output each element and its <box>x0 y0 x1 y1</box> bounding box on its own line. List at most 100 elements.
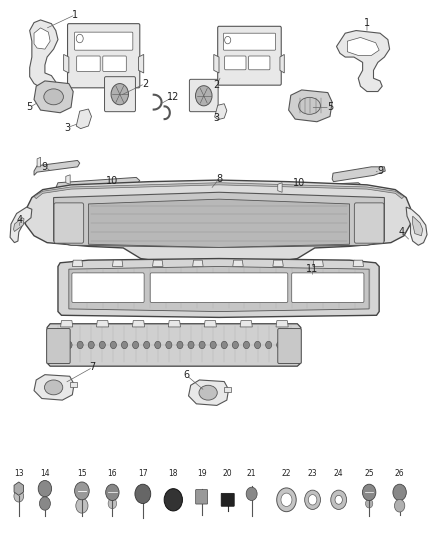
Text: 18: 18 <box>169 470 178 478</box>
Polygon shape <box>64 54 69 73</box>
Circle shape <box>308 495 317 505</box>
Circle shape <box>76 34 83 43</box>
Text: 23: 23 <box>308 470 318 478</box>
Polygon shape <box>113 260 123 266</box>
Circle shape <box>38 480 52 497</box>
Polygon shape <box>413 216 423 236</box>
FancyBboxPatch shape <box>292 273 364 303</box>
Circle shape <box>277 341 283 349</box>
Polygon shape <box>332 167 385 182</box>
Text: 14: 14 <box>40 470 50 478</box>
Circle shape <box>135 484 151 504</box>
Polygon shape <box>347 37 379 55</box>
Circle shape <box>199 341 205 349</box>
Circle shape <box>166 341 172 349</box>
Circle shape <box>277 488 296 512</box>
FancyBboxPatch shape <box>189 79 218 112</box>
Text: 20: 20 <box>223 470 233 478</box>
FancyBboxPatch shape <box>105 77 135 112</box>
Text: 2: 2 <box>214 80 220 90</box>
Polygon shape <box>204 320 216 327</box>
Ellipse shape <box>45 380 63 395</box>
Circle shape <box>108 498 117 508</box>
Polygon shape <box>88 199 350 247</box>
FancyBboxPatch shape <box>103 56 126 71</box>
Polygon shape <box>336 30 390 92</box>
Circle shape <box>210 341 216 349</box>
Circle shape <box>254 341 261 349</box>
Circle shape <box>195 86 212 106</box>
Circle shape <box>395 499 405 512</box>
Text: 6: 6 <box>183 370 189 380</box>
Text: 19: 19 <box>197 470 206 478</box>
Text: 12: 12 <box>167 92 180 102</box>
Ellipse shape <box>44 89 64 105</box>
Text: 4: 4 <box>17 215 23 225</box>
FancyBboxPatch shape <box>354 203 384 243</box>
Polygon shape <box>34 183 404 199</box>
Text: 1: 1 <box>72 10 78 20</box>
Polygon shape <box>280 54 284 73</box>
Text: 24: 24 <box>334 470 343 478</box>
Text: 10: 10 <box>293 177 306 188</box>
FancyBboxPatch shape <box>150 273 288 303</box>
Circle shape <box>99 341 106 349</box>
Polygon shape <box>353 260 364 266</box>
FancyBboxPatch shape <box>278 328 301 364</box>
Polygon shape <box>168 320 180 327</box>
Text: 8: 8 <box>216 174 222 184</box>
FancyBboxPatch shape <box>67 23 140 88</box>
Polygon shape <box>30 20 58 89</box>
Circle shape <box>331 490 346 510</box>
Circle shape <box>14 490 24 502</box>
Polygon shape <box>289 90 332 122</box>
Text: 25: 25 <box>364 470 374 478</box>
Circle shape <box>246 487 257 500</box>
FancyBboxPatch shape <box>218 26 281 85</box>
Text: 7: 7 <box>90 362 96 372</box>
Circle shape <box>265 341 272 349</box>
FancyBboxPatch shape <box>196 490 208 504</box>
Polygon shape <box>14 217 24 231</box>
Circle shape <box>221 341 227 349</box>
Circle shape <box>111 84 128 105</box>
Polygon shape <box>56 177 140 190</box>
Circle shape <box>55 341 61 349</box>
Polygon shape <box>214 54 219 73</box>
Text: 13: 13 <box>14 470 24 478</box>
Circle shape <box>288 341 294 349</box>
Circle shape <box>225 36 231 44</box>
FancyBboxPatch shape <box>47 328 70 364</box>
Polygon shape <box>313 260 323 266</box>
FancyBboxPatch shape <box>223 33 276 50</box>
Polygon shape <box>215 104 227 119</box>
Polygon shape <box>233 260 243 266</box>
Circle shape <box>363 484 376 500</box>
Circle shape <box>244 341 250 349</box>
Polygon shape <box>188 380 229 406</box>
Polygon shape <box>271 183 363 196</box>
Circle shape <box>88 341 94 349</box>
Circle shape <box>155 341 161 349</box>
Polygon shape <box>152 260 163 266</box>
Text: 21: 21 <box>247 470 256 478</box>
Circle shape <box>281 493 292 506</box>
Circle shape <box>305 490 321 510</box>
Polygon shape <box>72 260 83 266</box>
FancyBboxPatch shape <box>77 56 100 71</box>
Text: 4: 4 <box>399 227 405 237</box>
Text: 3: 3 <box>214 113 220 123</box>
Polygon shape <box>34 160 80 175</box>
Circle shape <box>74 482 89 500</box>
Circle shape <box>164 489 183 511</box>
Circle shape <box>133 341 139 349</box>
Polygon shape <box>193 260 203 266</box>
Polygon shape <box>132 320 145 327</box>
Polygon shape <box>10 207 32 243</box>
Polygon shape <box>47 324 301 366</box>
Circle shape <box>39 497 50 510</box>
Circle shape <box>188 341 194 349</box>
Text: 3: 3 <box>64 123 71 133</box>
Polygon shape <box>278 183 282 192</box>
Text: 11: 11 <box>307 264 319 274</box>
